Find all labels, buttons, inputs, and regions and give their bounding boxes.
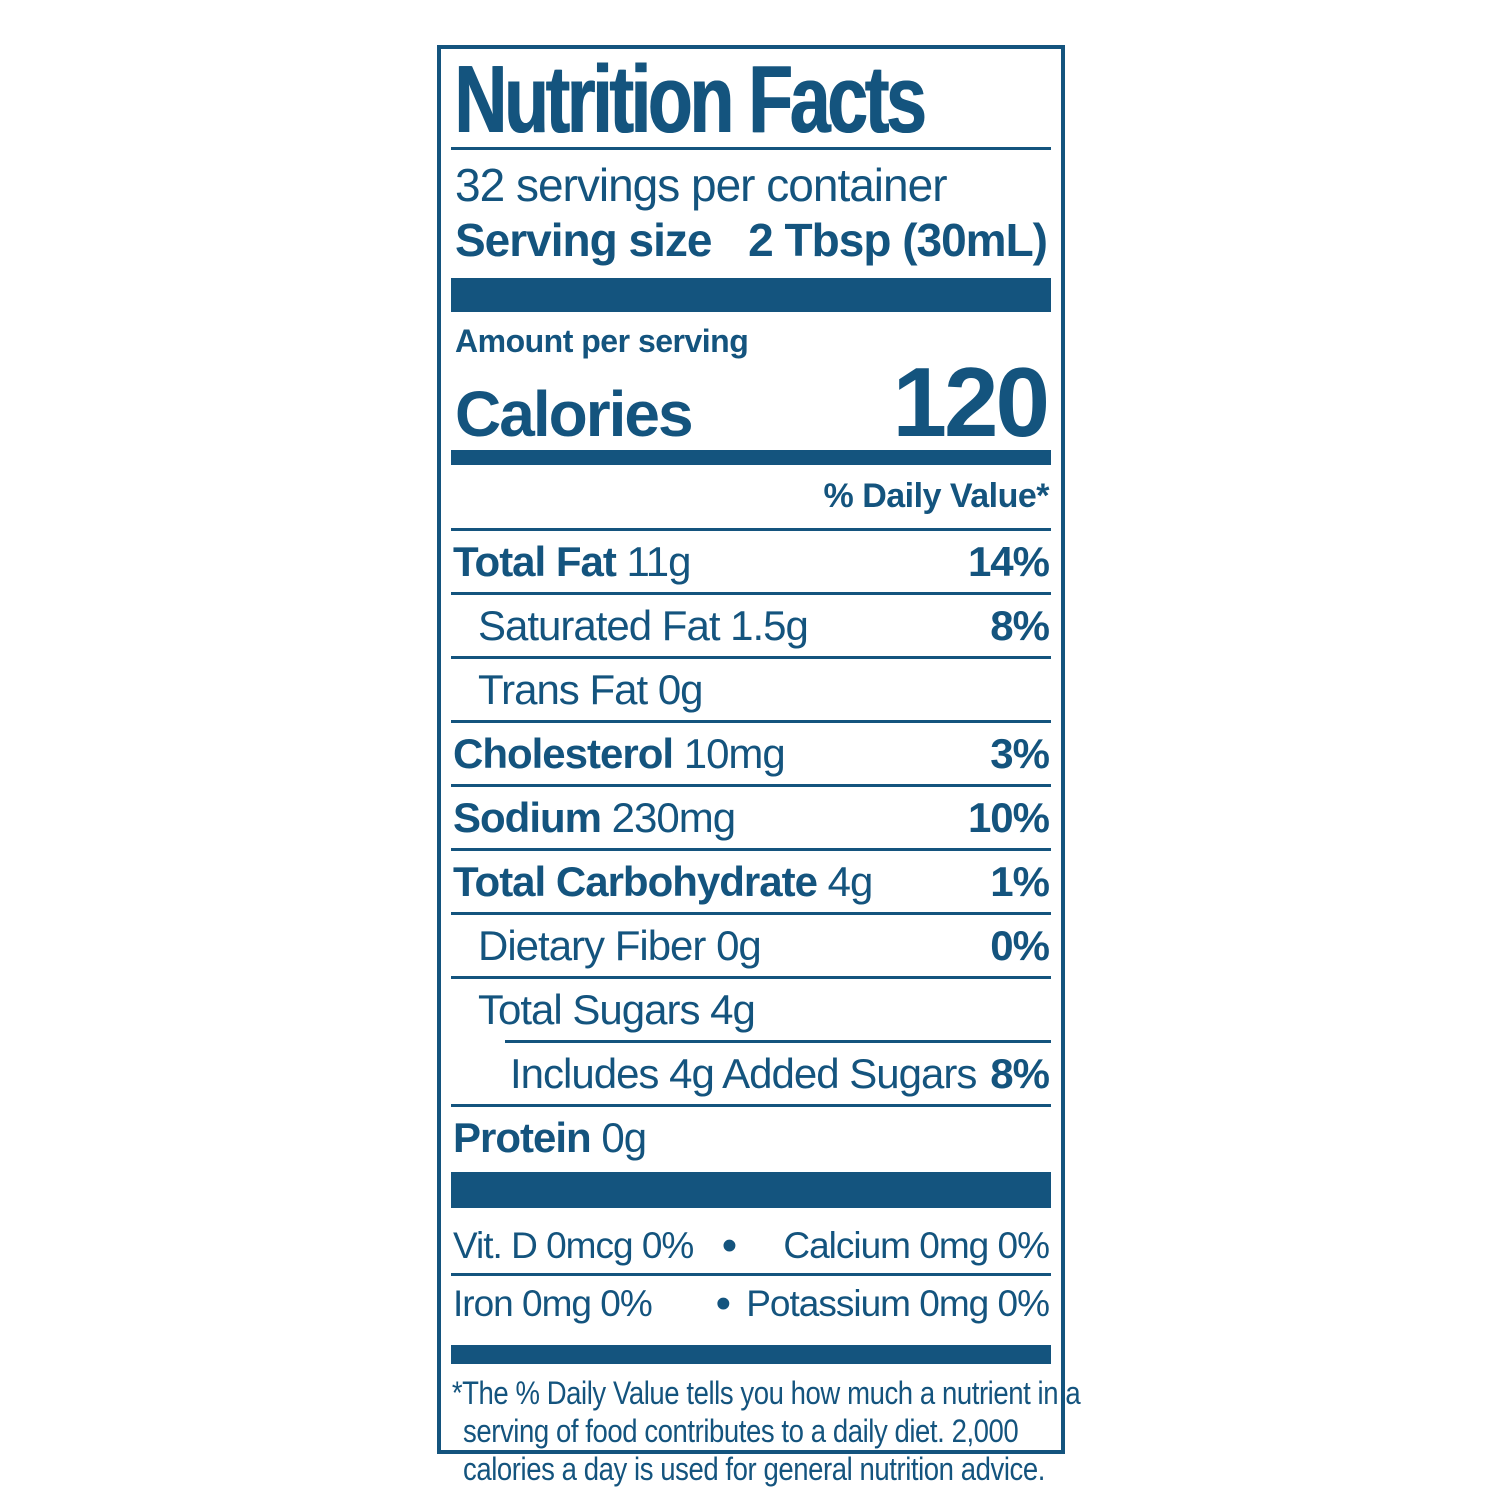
serving-size-label: Serving size	[455, 214, 712, 266]
daily-value-percent: 8%	[990, 601, 1050, 649]
nutrient-name: Cholesterol 10mg	[453, 729, 786, 777]
daily-value-percent: 0%	[990, 921, 1050, 969]
micro-left-value: Iron 0mg 0%	[453, 1282, 653, 1324]
nutrient-amount: 4g	[699, 985, 756, 1033]
separator-bar-thick-top	[451, 278, 1051, 312]
nutrient-amount: 11g	[615, 537, 692, 585]
micro-left-value: Vit. D 0mcg 0%	[453, 1224, 694, 1266]
nutrient-name: Saturated Fat 1.5g	[478, 601, 809, 649]
row-divider	[451, 592, 1051, 595]
nutrient-row-total-carbohydrate: Total Carbohydrate 4g 1%	[451, 851, 1051, 912]
row-divider	[451, 784, 1051, 787]
row-divider	[451, 656, 1051, 659]
micronutrients-section: Vit. D 0mcg 0% • Calcium 0mg 0% Iron 0mg 0%…	[451, 1218, 1051, 1331]
nutrient-amount: 4g	[816, 857, 874, 905]
amount-per-serving-label: Amount per serving	[455, 323, 749, 359]
separator-bar-medium	[451, 450, 1051, 465]
micro-right-value: Potassium 0mg 0%	[746, 1282, 1050, 1324]
nutrition-facts-label: Nutrition Facts 32 servings per containe…	[437, 45, 1081, 1487]
nutrient-row-protein: Protein 0g	[451, 1107, 1051, 1168]
daily-value-percent: 14%	[967, 537, 1050, 585]
calories-label: Calories	[455, 378, 694, 450]
nutrient-name: Trans Fat 0g	[478, 665, 704, 713]
nutrient-name: Total Carbohydrate 4g	[453, 857, 874, 905]
nutrients-section: Total Fat 11g 14% Saturated Fat 1.5g 8% Tran…	[451, 531, 1051, 1168]
row-divider	[451, 848, 1051, 851]
separator-bar-thick-bottom	[451, 1172, 1051, 1208]
daily-value-percent: 3%	[990, 729, 1050, 777]
micro-right-value: Calcium 0mg 0%	[783, 1224, 1050, 1266]
row-divider	[451, 1104, 1051, 1107]
calories-value: 120	[892, 347, 1050, 457]
nutrient-amount: 0g	[590, 1113, 647, 1161]
daily-value-percent: 10%	[967, 793, 1050, 841]
nutrient-amount: 230mg	[601, 793, 736, 841]
daily-value-percent: 1%	[990, 857, 1050, 905]
nutrient-name: Sodium 230mg	[453, 793, 736, 841]
nutrient-name: Total Fat 11g	[453, 537, 692, 585]
row-divider	[451, 976, 1051, 979]
micro-row-2: Iron 0mg 0% • Potassium 0mg 0%	[451, 1276, 1051, 1331]
calories-row: Calories 120	[451, 347, 1051, 457]
daily-value-percent: 8%	[990, 1049, 1050, 1097]
servings-per-container: 32 servings per container	[455, 159, 948, 211]
nutrient-row-cholesterol: Cholesterol 10mg 3%	[451, 723, 1051, 784]
nutrient-amount: 0g	[647, 665, 704, 713]
nutrient-row-saturated-fat: Saturated Fat 1.5g 8%	[451, 595, 1051, 656]
nutrient-amount: 0g	[705, 921, 762, 969]
nutrient-row-dietary-fiber: Dietary Fiber 0g 0%	[451, 915, 1051, 976]
nutrient-name: Total Sugars 4g	[478, 985, 756, 1033]
label-title: Nutrition Facts	[454, 46, 926, 153]
micro-divider	[451, 1273, 1051, 1276]
daily-value-header: % Daily Value*	[451, 465, 1051, 531]
serving-size-value: 2 Tbsp (30mL)	[748, 214, 1048, 266]
title-divider	[451, 147, 1051, 150]
nutrient-row-total-sugars: Total Sugars 4g	[451, 979, 1051, 1040]
nutrient-amount: 1.5g	[719, 601, 809, 649]
footnote-line-1: *The % Daily Value tells you how much a …	[451, 1375, 1081, 1411]
footnote-line-2: serving of food contributes to a daily d…	[463, 1413, 1019, 1449]
nutrient-row-trans-fat: Trans Fat 0g	[451, 659, 1051, 720]
nutrient-name: Dietary Fiber 0g	[478, 921, 762, 969]
separator-bar-footer	[451, 1345, 1051, 1364]
nutrient-amount: 10mg	[673, 729, 786, 777]
micro-row-1: Vit. D 0mcg 0% • Calcium 0mg 0%	[451, 1218, 1051, 1273]
row-divider	[451, 720, 1051, 723]
bullet-separator-icon: •	[721, 1220, 737, 1270]
row-divider	[505, 1040, 1051, 1043]
nutrient-name: Includes 4g Added Sugars	[510, 1049, 977, 1097]
bullet-separator-icon: •	[715, 1278, 731, 1328]
nutrient-row-sodium: Sodium 230mg 10%	[451, 787, 1051, 848]
footnote-line-3: calories a day is used for general nutri…	[463, 1451, 1045, 1487]
serving-size-row: Serving size 2 Tbsp (30mL)	[451, 212, 1051, 268]
nutrient-name: Protein 0g	[453, 1113, 647, 1161]
footnote: *The % Daily Value tells you how much a …	[451, 1374, 1081, 1488]
nutrient-row-total-fat: Total Fat 11g 14%	[451, 531, 1051, 592]
row-divider	[451, 912, 1051, 915]
nutrient-row-includes-4g-added-sugars: Includes 4g Added Sugars 8%	[451, 1043, 1051, 1104]
